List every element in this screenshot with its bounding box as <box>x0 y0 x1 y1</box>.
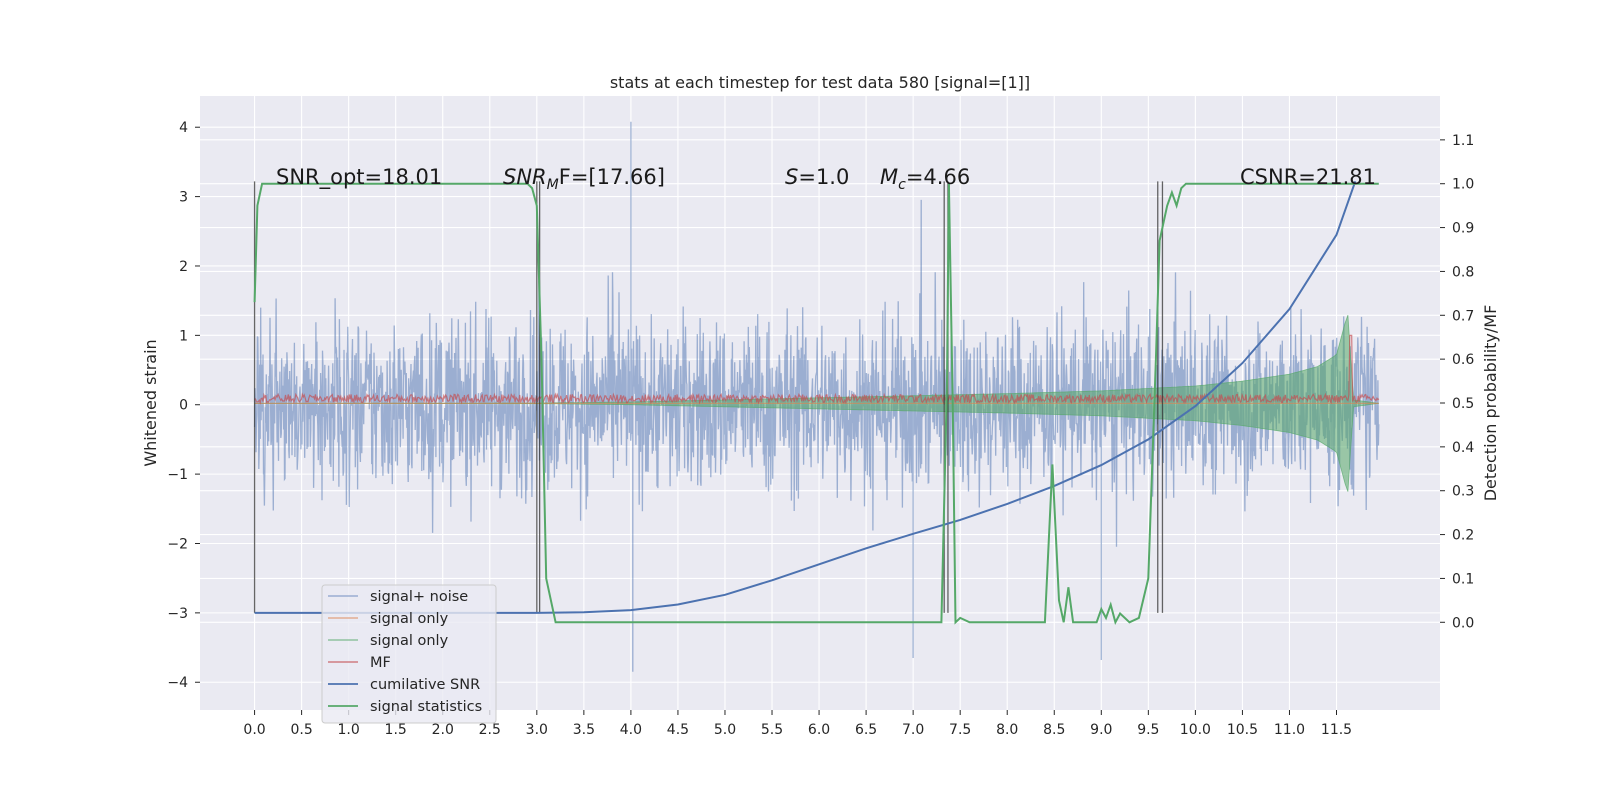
y-tick-label: 3 <box>179 190 188 206</box>
x-tick-label: 6.5 <box>855 722 877 738</box>
x-tick-label: 4.5 <box>667 722 689 738</box>
x-tick-label: 9.5 <box>1137 722 1159 738</box>
x-tick-label: 4.0 <box>620 722 642 738</box>
signal-only-series <box>254 314 1379 492</box>
annotation-s-value: S=1.0 <box>785 165 849 189</box>
legend-label-cumulative-snr: cumilative SNR <box>370 677 480 693</box>
x-tick-label: 8.5 <box>1043 722 1065 738</box>
annotation-snr-mf-sub: M <box>547 177 559 193</box>
right-y-tick-label: 0.0 <box>1452 615 1474 631</box>
x-tick-label: 0.0 <box>243 722 265 738</box>
y-tick-label: −1 <box>167 467 188 483</box>
x-tick-label: 7.0 <box>902 722 924 738</box>
y-tick-label: 0 <box>179 398 188 414</box>
y-axis-ticks: 4 3 2 1 0 −1 −2 −3 −4 <box>167 120 200 691</box>
signal-plus-noise-line <box>253 121 1380 672</box>
cumulative-snr-series <box>254 180 1357 614</box>
right-y-tick-label: 0.9 <box>1452 221 1474 237</box>
legend: signal+ noise signal only signal only MF… <box>321 584 497 724</box>
x-tick-label: 0.5 <box>290 722 312 738</box>
x-tick-label: 2.0 <box>432 722 454 738</box>
right-y-axis-label: Detection probability/MF <box>1481 305 1500 502</box>
legend-label-signal-plus-noise: signal+ noise <box>370 589 468 605</box>
signal-statistics-series <box>253 182 1379 626</box>
right-y-tick-label: 0.7 <box>1452 308 1474 324</box>
chart-title: stats at each timestep for test data 580… <box>610 73 1030 92</box>
mf-line <box>254 334 1380 405</box>
legend-box <box>321 584 497 724</box>
x-tick-label: 1.5 <box>385 722 407 738</box>
annotation-snr-mf: SNRMF=[17.66] <box>503 165 665 193</box>
annotations: SNR_opt=18.01 SNRMF=[17.66] S=1.0 Mc=4.6… <box>276 165 1376 193</box>
x-tick-label: 11.5 <box>1321 722 1352 738</box>
annotation-snr-mf-suffix: F=[17.66] <box>559 165 665 189</box>
signal-plus-noise-series <box>253 121 1380 672</box>
annotation-s-suffix: =1.0 <box>798 165 849 189</box>
y-tick-label: 2 <box>179 259 188 275</box>
annotation-mc-value: Mc=4.66 <box>880 165 970 193</box>
right-y-tick-label: 1.1 <box>1452 133 1474 149</box>
cumulative-snr-line <box>254 180 1357 614</box>
right-y-tick-label: 0.4 <box>1452 440 1474 456</box>
signal-statistics-line <box>253 182 1379 626</box>
x-tick-label: 6.0 <box>808 722 830 738</box>
annotation-s-prefix: S <box>785 165 798 189</box>
x-tick-label: 7.5 <box>949 722 971 738</box>
y-tick-label: −4 <box>167 675 188 691</box>
legend-label-signal-only-2: signal only <box>370 633 449 649</box>
annotation-snr-opt: SNR_opt=18.01 <box>276 165 442 190</box>
legend-label-signal-only-1: signal only <box>370 611 449 627</box>
y-axis-label: Whitened strain <box>141 339 160 466</box>
x-tick-label: 5.5 <box>761 722 783 738</box>
right-y-axis-ticks: 1.1 1.0 0.9 0.8 0.7 0.6 0.5 0.4 0.3 0.2 0.1 0.0 <box>1440 133 1474 631</box>
right-y-tick-label: 1.0 <box>1452 177 1474 193</box>
x-tick-label: 5.0 <box>714 722 736 738</box>
y-tick-label: −2 <box>167 536 188 552</box>
x-tick-label: 9.0 <box>1090 722 1112 738</box>
right-y-tick-label: 0.6 <box>1452 352 1474 368</box>
x-tick-label: 10.5 <box>1227 722 1258 738</box>
x-tick-label: 1.0 <box>338 722 360 738</box>
x-tick-label: 11.0 <box>1274 722 1305 738</box>
mf-series <box>254 334 1380 405</box>
right-y-tick-label: 0.5 <box>1452 396 1474 412</box>
right-y-tick-label: 0.1 <box>1452 571 1474 587</box>
y-tick-label: 4 <box>179 120 188 136</box>
x-tick-label: 2.5 <box>479 722 501 738</box>
annotation-snr-mf-prefix: SNR <box>503 165 547 189</box>
y-tick-label: −3 <box>167 606 188 622</box>
annotation-csnr: CSNR=21.81 <box>1240 165 1376 189</box>
x-tick-label: 3.0 <box>526 722 548 738</box>
y-tick-label: 1 <box>179 328 188 344</box>
annotation-mc-suffix: =4.66 <box>906 165 970 189</box>
annotation-mc-sub: c <box>898 177 906 193</box>
right-y-tick-label: 0.2 <box>1452 528 1474 544</box>
right-y-tick-label: 0.3 <box>1452 484 1474 500</box>
annotation-mc-prefix: M <box>880 165 898 189</box>
x-axis-ticks: 0.0 0.5 1.0 1.5 2.0 2.5 3.0 3.5 4.0 4.5 5.0 5.5 6.0 6… <box>243 710 1352 738</box>
right-y-tick-label: 0.8 <box>1452 264 1474 280</box>
legend-label-mf: MF <box>370 655 391 671</box>
x-tick-label: 8.0 <box>996 722 1018 738</box>
x-tick-label: 3.5 <box>573 722 595 738</box>
x-tick-label: 10.0 <box>1180 722 1211 738</box>
legend-label-signal-statistics: signal statistics <box>370 699 482 715</box>
